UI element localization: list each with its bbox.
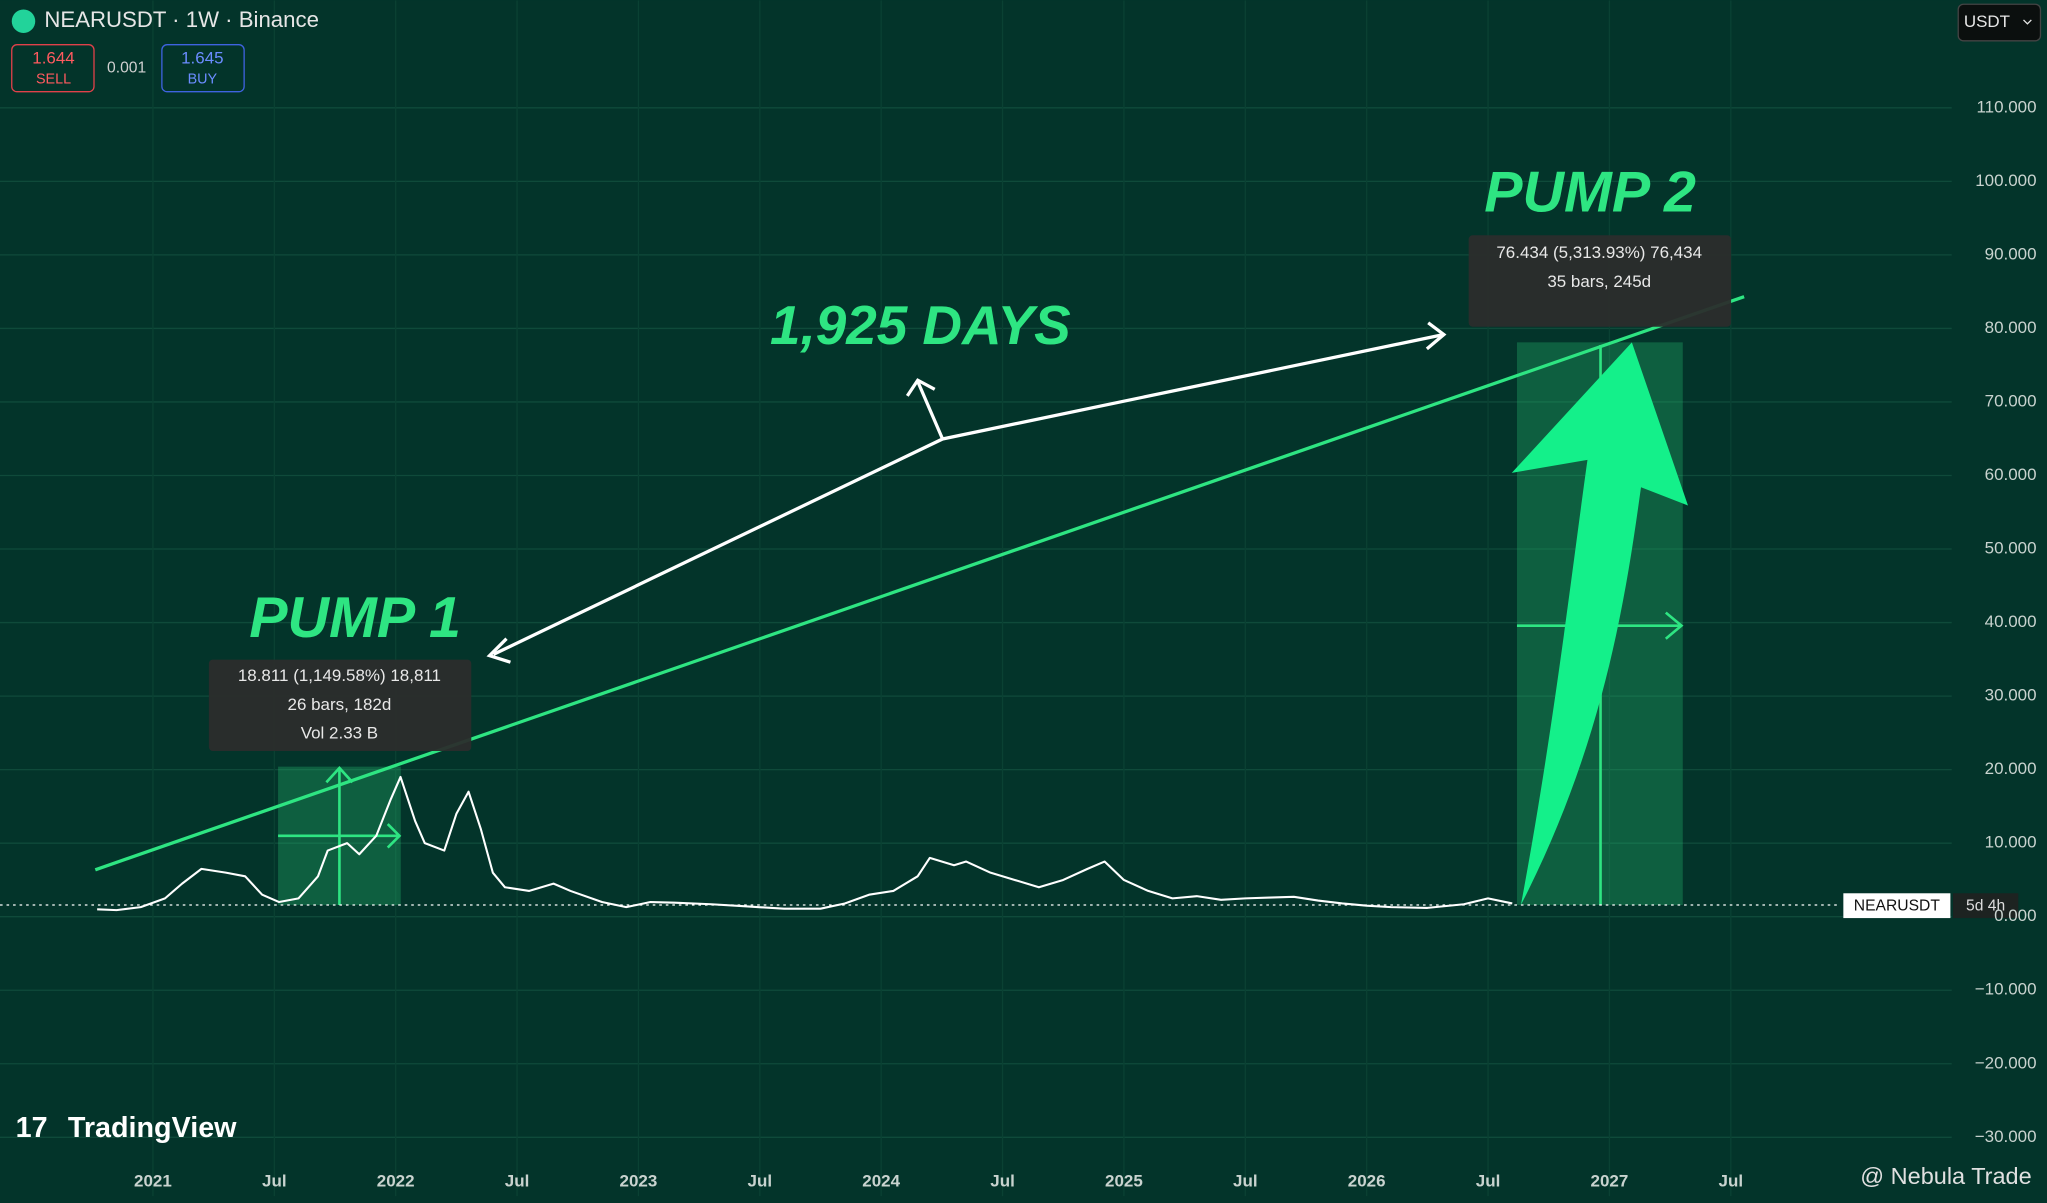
y-tick-label: 20.000 [1985,759,2037,778]
pump1-arrowhead [325,766,354,784]
trendline [94,295,1745,872]
pump2-arrowhead [1664,611,1684,640]
x-tick-label: 2022 [377,1171,415,1190]
days-arrowheads [486,321,1447,664]
pump-arrow [1511,342,1688,906]
countdown-tag [1953,893,2019,919]
y-tick-label: 60.000 [1985,465,2037,484]
tooltip-line: Vol 2.33 B [301,723,378,742]
x-tick-label: Jul [1233,1171,1258,1190]
logo-glyph: 17 [16,1112,48,1144]
logo[interactable]: TradingView [68,1112,237,1144]
sell-price: 1.644 [32,49,74,68]
sell-label: SELL [36,72,71,88]
x-tick-label: Jul [1476,1171,1501,1190]
tooltip-line: 18.811 (1,149.58%) 18,811 [238,666,441,685]
days-arrow [492,332,1445,656]
buy-button[interactable] [161,44,245,93]
pump2-label: PUMP 2 [1484,160,1696,224]
x-tick-label: 2025 [1105,1171,1143,1190]
price-tag-label: NEARUSDT [1854,897,1941,914]
tooltip-line: 26 bars, 182d [288,695,392,714]
x-tick-label: Jul [1719,1171,1744,1190]
currency: USDT [1964,12,2010,31]
y-tick-label: −10.000 [1975,980,2037,999]
y-tick-label: 80.000 [1985,318,2037,337]
x-tick-label: 2026 [1348,1171,1386,1190]
spread: 0.001 [107,59,146,76]
y-tick-label: 30.000 [1985,686,2037,705]
y-tick-label: 70.000 [1985,391,2037,410]
y-tick-label: −20.000 [1975,1053,2037,1072]
x-tick-label: Jul [990,1171,1015,1190]
symbol-title[interactable]: NEARUSDT · 1W · Binance [44,7,319,32]
price-tag [1843,893,1951,919]
y-tick-label: 0.000 [1994,906,2036,925]
countdown: 5d 4h [1966,897,2005,914]
x-tick-label: Jul [748,1171,773,1190]
currency-select[interactable] [1957,3,2042,42]
y-tick-label: 110.000 [1976,97,2036,116]
buy-price: 1.645 [181,49,223,68]
y-tick-label: −30.000 [1975,1127,2037,1146]
days-label: 1,925 DAYS [770,294,1071,356]
tooltip-box [1468,235,1732,327]
x-tick-label: 2023 [620,1171,658,1190]
x-tick-label: 2021 [134,1171,172,1190]
sell-button[interactable] [11,44,95,93]
x-tick-label: 2027 [1591,1171,1629,1190]
price-line-series [97,775,1513,912]
x-tick-label: Jul [505,1171,530,1190]
dropdown-caret [2023,19,2032,25]
watermark: @ Nebula Trade [1860,1163,2031,1189]
y-tick-label: 100.000 [1975,171,2036,190]
pump1-arrowhead [386,823,402,849]
pump1-label: PUMP 1 [249,586,461,650]
y-tick-label: 90.000 [1985,244,2037,263]
symbol-icon [11,9,36,33]
tooltip-line: 35 bars, 245d [1547,272,1651,291]
y-tick-label: 50.000 [1985,539,2037,558]
x-tick-label: Jul [262,1171,287,1190]
y-tick-label: 10.000 [1985,833,2037,852]
tooltip-line: 76.434 (5,313.93%) 76,434 [1496,243,1702,262]
buy-label: BUY [188,72,218,88]
x-tick-label: 2024 [862,1171,900,1190]
tooltip-box [208,659,472,751]
y-tick-label: 40.000 [1985,612,2037,631]
